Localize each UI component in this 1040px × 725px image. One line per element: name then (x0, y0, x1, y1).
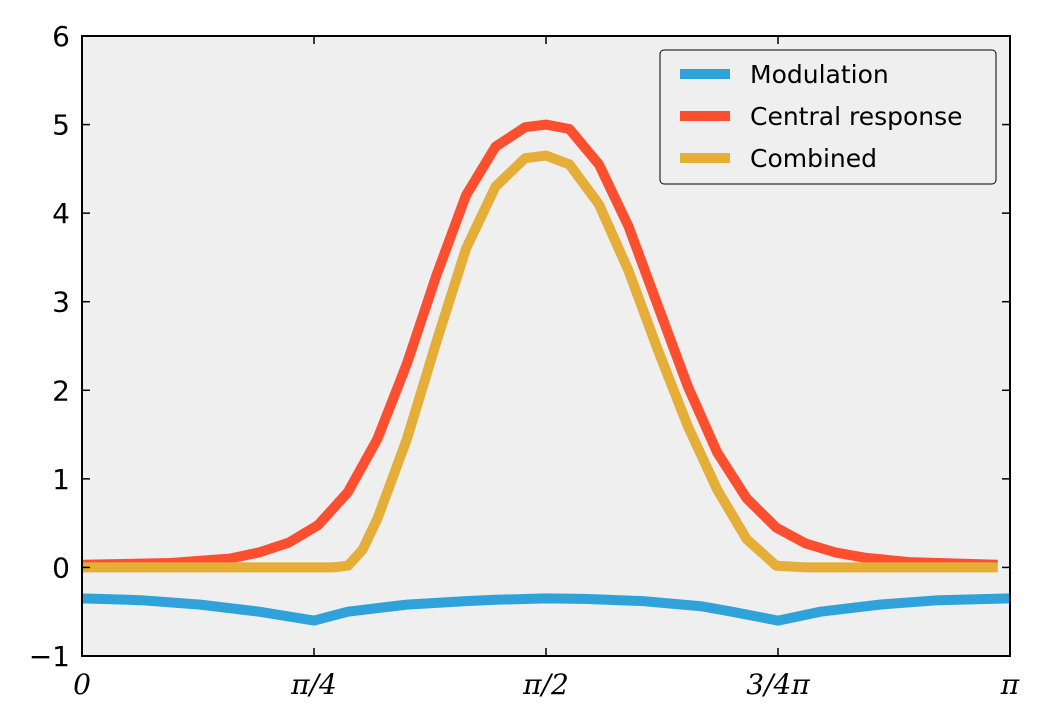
y-tick-label: 5 (52, 109, 70, 142)
x-tick-label: π/4 (290, 668, 337, 701)
legend: Modulation Central response Combined (659, 49, 997, 185)
legend-label: Central response (750, 102, 963, 131)
series-line-2 (81, 119, 998, 570)
x-tick-label: π/2 (522, 668, 569, 701)
x-tick-label: π (1000, 668, 1020, 701)
legend-box (659, 49, 997, 185)
series-line-1 (81, 593, 1011, 626)
x-tick-label: 0 (73, 668, 91, 701)
y-tick-label: 3 (52, 286, 70, 319)
y-tick-label: 2 (52, 374, 70, 407)
legend-label: Combined (750, 144, 877, 173)
y-tick-label: 0 (52, 551, 70, 584)
series-line-3 (82, 150, 998, 573)
y-tick-label: 4 (52, 197, 70, 230)
y-tick-label: −1 (29, 640, 70, 673)
series-layer (81, 119, 1011, 626)
y-tick-label: 1 (52, 463, 70, 496)
legend-label: Modulation (750, 60, 889, 89)
x-tick-label: 3/4π (746, 668, 810, 701)
y-tick-label: 6 (52, 20, 70, 53)
